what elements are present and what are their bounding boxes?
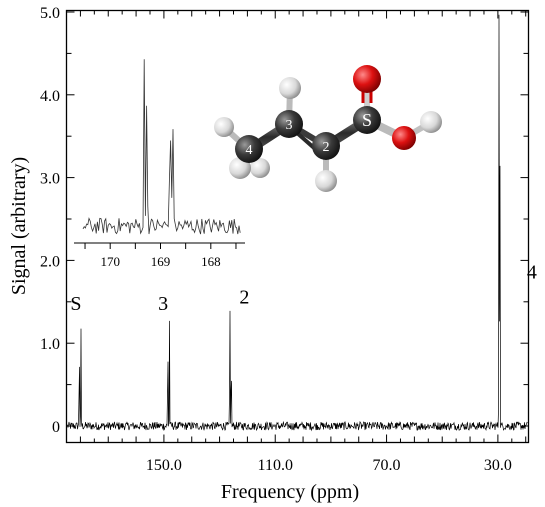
hydrogen-atom <box>420 111 442 133</box>
inset-trace <box>82 59 241 235</box>
carbon-atom <box>235 135 263 163</box>
y-axis-tick-labels: 0 1.0 2.0 3.0 4.0 5.0 <box>40 5 60 436</box>
inset-tick-labels: 170 169 168 <box>100 254 220 269</box>
atom-label-c3: 3 <box>286 118 293 133</box>
atom-label-c4: 4 <box>246 143 253 158</box>
oxygen-atom <box>392 126 416 150</box>
y-axis-ticks <box>66 11 529 427</box>
y-tick-label: 1.0 <box>40 336 60 353</box>
inset-tick-label: 169 <box>151 254 171 269</box>
inset-tick-label: 168 <box>201 254 221 269</box>
hydrogen-atom <box>279 77 301 99</box>
peak-labels: S 3 2 4 <box>70 262 536 315</box>
y-tick-label: 4.0 <box>40 88 60 105</box>
peak-label: 2 <box>239 286 249 308</box>
sulfur-atom <box>353 106 381 134</box>
hydrogen-atom <box>315 170 337 192</box>
x-tick-label: 30.0 <box>484 457 512 474</box>
x-axis-ticks <box>79 10 527 443</box>
oxygen-atom <box>353 65 381 93</box>
y-axis-title: Signal (arbitrary) <box>8 157 30 295</box>
plot-area-frame <box>65 9 530 444</box>
spectrum-trace <box>67 14 528 432</box>
hydrogen-atom <box>250 158 270 178</box>
peak-label: 4 <box>527 262 537 284</box>
carbon-atom <box>275 110 303 138</box>
x-axis-title: Frequency (ppm) <box>221 481 359 503</box>
atom-label-s: S <box>362 110 372 130</box>
y-tick-label: 2.0 <box>40 253 60 270</box>
molecule-model: 4 3 2 S <box>214 65 442 192</box>
inset-tick-label: 170 <box>100 254 120 269</box>
x-axis-tick-labels: 150.0 110.0 70.0 30.0 <box>146 457 512 474</box>
peak-label: S <box>70 293 81 315</box>
y-tick-label: 0 <box>52 419 60 436</box>
inset-ticks <box>84 243 237 249</box>
hydrogen-atom <box>214 117 234 137</box>
x-tick-label: 110.0 <box>258 457 293 474</box>
peak-label: 3 <box>158 293 168 315</box>
inset-spectrum: 170 169 168 <box>74 59 245 269</box>
x-tick-label: 150.0 <box>146 457 182 474</box>
x-tick-label: 70.0 <box>373 457 401 474</box>
y-tick-label: 5.0 <box>40 5 60 22</box>
y-tick-label: 3.0 <box>40 171 60 188</box>
atom-label-c2: 2 <box>323 140 330 155</box>
carbon-atom <box>312 132 340 160</box>
